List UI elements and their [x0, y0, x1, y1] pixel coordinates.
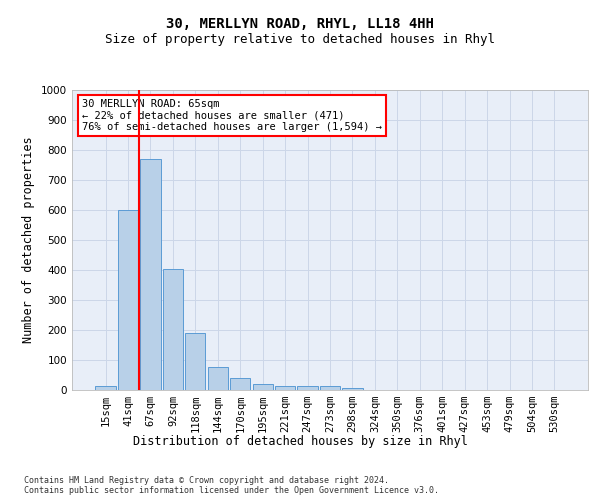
Text: 30, MERLLYN ROAD, RHYL, LL18 4HH: 30, MERLLYN ROAD, RHYL, LL18 4HH	[166, 18, 434, 32]
Bar	[208, 366, 228, 390]
Bar	[185, 333, 205, 390]
Bar	[343, 388, 362, 390]
Text: Contains HM Land Registry data © Crown copyright and database right 2024.
Contai: Contains HM Land Registry data © Crown c…	[24, 476, 439, 495]
Bar	[118, 210, 138, 390]
Text: 30 MERLLYN ROAD: 65sqm
← 22% of detached houses are smaller (471)
76% of semi-de: 30 MERLLYN ROAD: 65sqm ← 22% of detached…	[82, 99, 382, 132]
Bar	[230, 378, 250, 390]
Bar	[298, 386, 317, 390]
Bar	[163, 268, 183, 390]
Text: Distribution of detached houses by size in Rhyl: Distribution of detached houses by size …	[133, 435, 467, 448]
Bar	[95, 386, 116, 390]
Y-axis label: Number of detached properties: Number of detached properties	[22, 136, 35, 344]
Text: Size of property relative to detached houses in Rhyl: Size of property relative to detached ho…	[105, 32, 495, 46]
Bar	[320, 386, 340, 390]
Bar	[140, 159, 161, 390]
Bar	[253, 384, 273, 390]
Bar	[275, 386, 295, 390]
